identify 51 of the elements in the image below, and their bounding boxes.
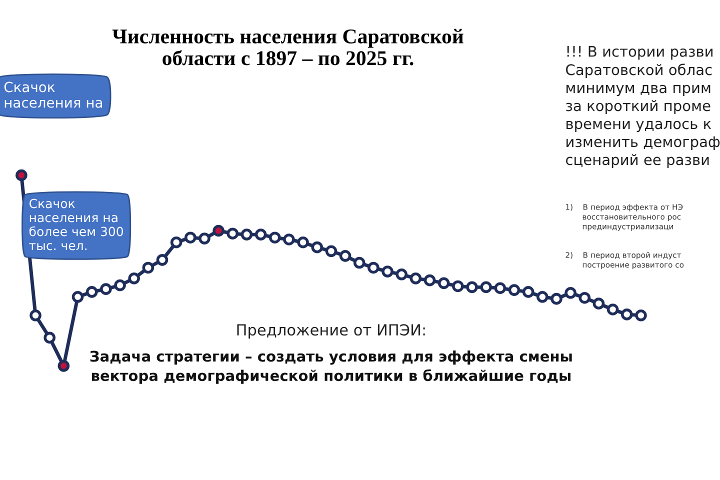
- point: [240, 228, 253, 240]
- point: [16, 169, 28, 182]
- point: [226, 228, 239, 240]
- point: [86, 286, 98, 298]
- point: [452, 280, 464, 292]
- text: !!! В истории разви Саратовской облас минимум два прим за короткий проме времени удалось к изменить демограф сценарий ее разви: [566, 46, 720, 168]
- point: [297, 236, 309, 248]
- point: [58, 360, 70, 372]
- annotation: Задача стратегии – создать условия для эффекта смены вектора демографической политики в ближайшие годы: [90, 350, 572, 384]
- point: [268, 232, 281, 244]
- point: [30, 310, 42, 322]
- point: [339, 250, 352, 262]
- point: [606, 304, 619, 316]
- point: [550, 292, 562, 305]
- point: [620, 308, 633, 320]
- point: [480, 281, 492, 294]
- point: [592, 298, 605, 310]
- point: [283, 234, 295, 246]
- point: [72, 291, 84, 303]
- point: [114, 279, 126, 292]
- point: [438, 277, 450, 290]
- point: [494, 282, 506, 294]
- point: [396, 268, 408, 280]
- point: [508, 284, 520, 296]
- point: [536, 291, 548, 303]
- point: [311, 241, 324, 254]
- point: [254, 228, 267, 240]
- annotation: Скачок населения на более чем 300 тыс. чел.: [29, 198, 124, 250]
- point: [184, 232, 196, 244]
- point: [212, 224, 224, 237]
- point: [368, 262, 380, 274]
- point: [100, 283, 112, 295]
- point: [142, 262, 154, 274]
- point: [410, 272, 422, 284]
- chart-title: Численность населения Саратовской области с 1897 – по 2025 гг.: [112, 28, 464, 66]
- point: [44, 332, 56, 344]
- point: [128, 272, 140, 284]
- point: [382, 266, 394, 278]
- point: [170, 236, 182, 248]
- point: [424, 274, 436, 286]
- point: [522, 286, 534, 298]
- point: [635, 310, 647, 322]
- point: [466, 281, 478, 294]
- point: [325, 245, 338, 258]
- point: [156, 254, 168, 266]
- annotation: Предложение от ИПЭИ:: [237, 324, 425, 339]
- point: [198, 232, 210, 244]
- text: Скачок населения на: [4, 82, 102, 108]
- point: [564, 287, 576, 299]
- point: [353, 256, 366, 269]
- point: [578, 292, 591, 304]
